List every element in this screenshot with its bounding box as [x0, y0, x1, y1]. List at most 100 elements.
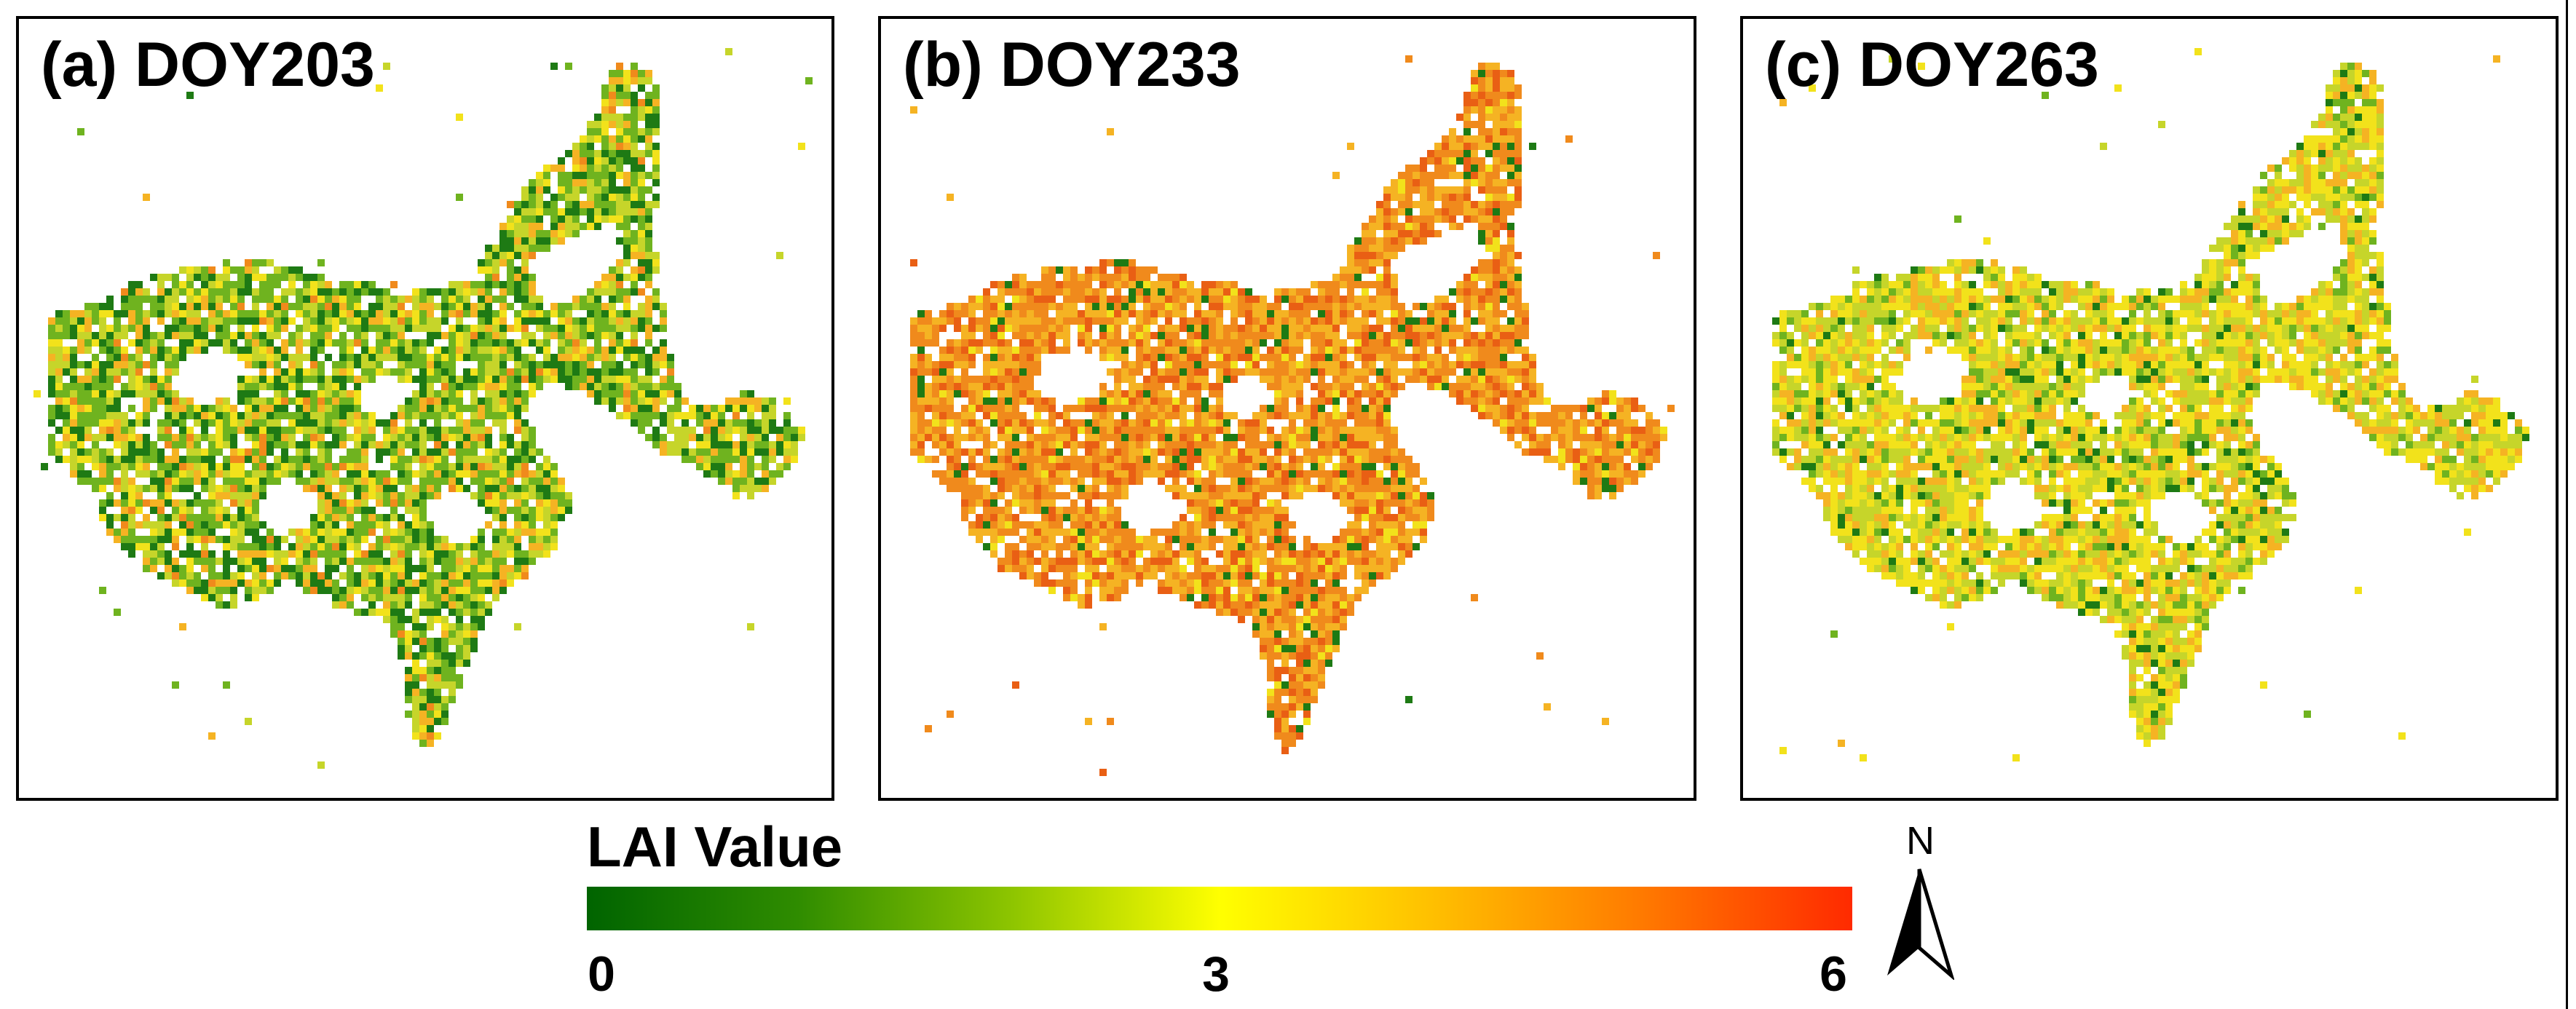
map-pixel	[121, 288, 128, 296]
map-pixel	[1274, 296, 1281, 303]
map-pixel	[594, 390, 601, 397]
map-pixel	[427, 652, 434, 660]
map-pixel	[405, 397, 412, 405]
map-pixel	[1180, 376, 1187, 383]
map-pixel	[63, 412, 70, 419]
map-pixel	[449, 587, 456, 594]
map-pixel	[1303, 332, 1311, 339]
map-pixel	[954, 303, 961, 310]
map-pixel	[398, 492, 405, 499]
map-pixel	[339, 296, 347, 303]
map-pixel	[398, 325, 405, 332]
map-pixel	[565, 186, 572, 194]
map-pixel	[339, 412, 347, 419]
map-pixel	[1427, 186, 1434, 194]
map-pixel	[1493, 84, 1500, 92]
map-pixel	[412, 630, 419, 638]
map-pixel	[274, 419, 281, 427]
map-pixel	[405, 463, 412, 470]
map-pixel	[1427, 339, 1434, 347]
map-pixel	[587, 223, 594, 230]
map-pixel	[1201, 347, 1209, 354]
map-pixel	[572, 223, 580, 230]
map-pixel	[245, 499, 252, 507]
map-pixel	[1012, 347, 1019, 354]
map-pixel	[1354, 274, 1362, 281]
map-pixel	[303, 325, 310, 332]
map-pixel	[1471, 77, 1478, 84]
map-pixel	[237, 383, 245, 390]
map-pixel	[1114, 347, 1121, 354]
map-pixel	[711, 456, 718, 463]
map-pixel	[70, 456, 77, 463]
map-pixel	[623, 215, 631, 223]
map-pixel	[514, 317, 521, 325]
map-pixel	[616, 347, 623, 354]
map-pixel	[456, 339, 463, 347]
map-pixel	[631, 208, 638, 215]
map-pixel	[434, 660, 441, 667]
map-pixel	[732, 485, 740, 492]
map-pixel	[1223, 347, 1230, 354]
map-pixel	[157, 296, 165, 303]
map-pixel	[143, 317, 150, 325]
map-pixel	[121, 419, 128, 427]
map-pixel	[968, 412, 976, 419]
map-pixel	[1500, 143, 1507, 150]
map-pixel	[179, 623, 186, 630]
map-pixel	[376, 332, 383, 339]
map-pixel	[303, 303, 310, 310]
map-pixel	[55, 347, 63, 354]
map-pixel	[587, 310, 594, 317]
map-pixel	[419, 594, 427, 601]
map-pixel	[543, 245, 550, 252]
map-pixel	[1201, 397, 1209, 405]
map-pixel	[1405, 237, 1413, 245]
map-pixel	[1500, 361, 1507, 368]
map-pixel	[1245, 361, 1252, 368]
map-pixel	[550, 499, 558, 507]
map-pixel	[368, 550, 376, 558]
map-pixel	[143, 536, 150, 543]
map-pixel	[1187, 376, 1194, 383]
map-pixel	[1070, 317, 1078, 325]
map-pixel	[354, 448, 361, 456]
map-pixel	[77, 405, 84, 412]
map-pixel	[1165, 339, 1172, 347]
map-pixel	[1478, 223, 1485, 230]
map-pixel	[587, 215, 594, 223]
map-pixel	[1129, 397, 1136, 405]
map-pixel	[696, 405, 703, 412]
map-pixel	[543, 361, 550, 368]
map-pixel	[499, 368, 507, 376]
map-pixel	[1150, 376, 1158, 383]
map-pixel	[259, 397, 266, 405]
map-pixel	[237, 579, 245, 587]
map-pixel	[1289, 288, 1296, 296]
map-pixel	[310, 587, 317, 594]
map-pixel	[1209, 405, 1216, 412]
map-pixel	[645, 172, 652, 179]
map-pixel	[463, 660, 470, 667]
map-pixel	[543, 485, 550, 492]
map-pixel	[317, 441, 325, 448]
map-pixel	[1230, 376, 1238, 383]
map-pixel	[383, 317, 390, 325]
map-pixel	[106, 339, 114, 347]
map-pixel	[631, 332, 638, 339]
map-pixel	[478, 397, 485, 405]
map-pixel	[1114, 325, 1121, 332]
map-pixel	[623, 354, 631, 361]
map-pixel	[616, 339, 623, 347]
map-pixel	[601, 288, 609, 296]
map-pixel	[1434, 296, 1442, 303]
map-pixel	[128, 427, 135, 434]
map-pixel	[1223, 325, 1230, 332]
map-pixel	[332, 310, 339, 317]
map-pixel	[376, 368, 383, 376]
map-pixel	[1063, 317, 1070, 325]
map-pixel	[1500, 215, 1507, 223]
map-pixel	[718, 456, 725, 463]
map-pixel	[521, 470, 529, 478]
map-pixel	[172, 317, 179, 325]
